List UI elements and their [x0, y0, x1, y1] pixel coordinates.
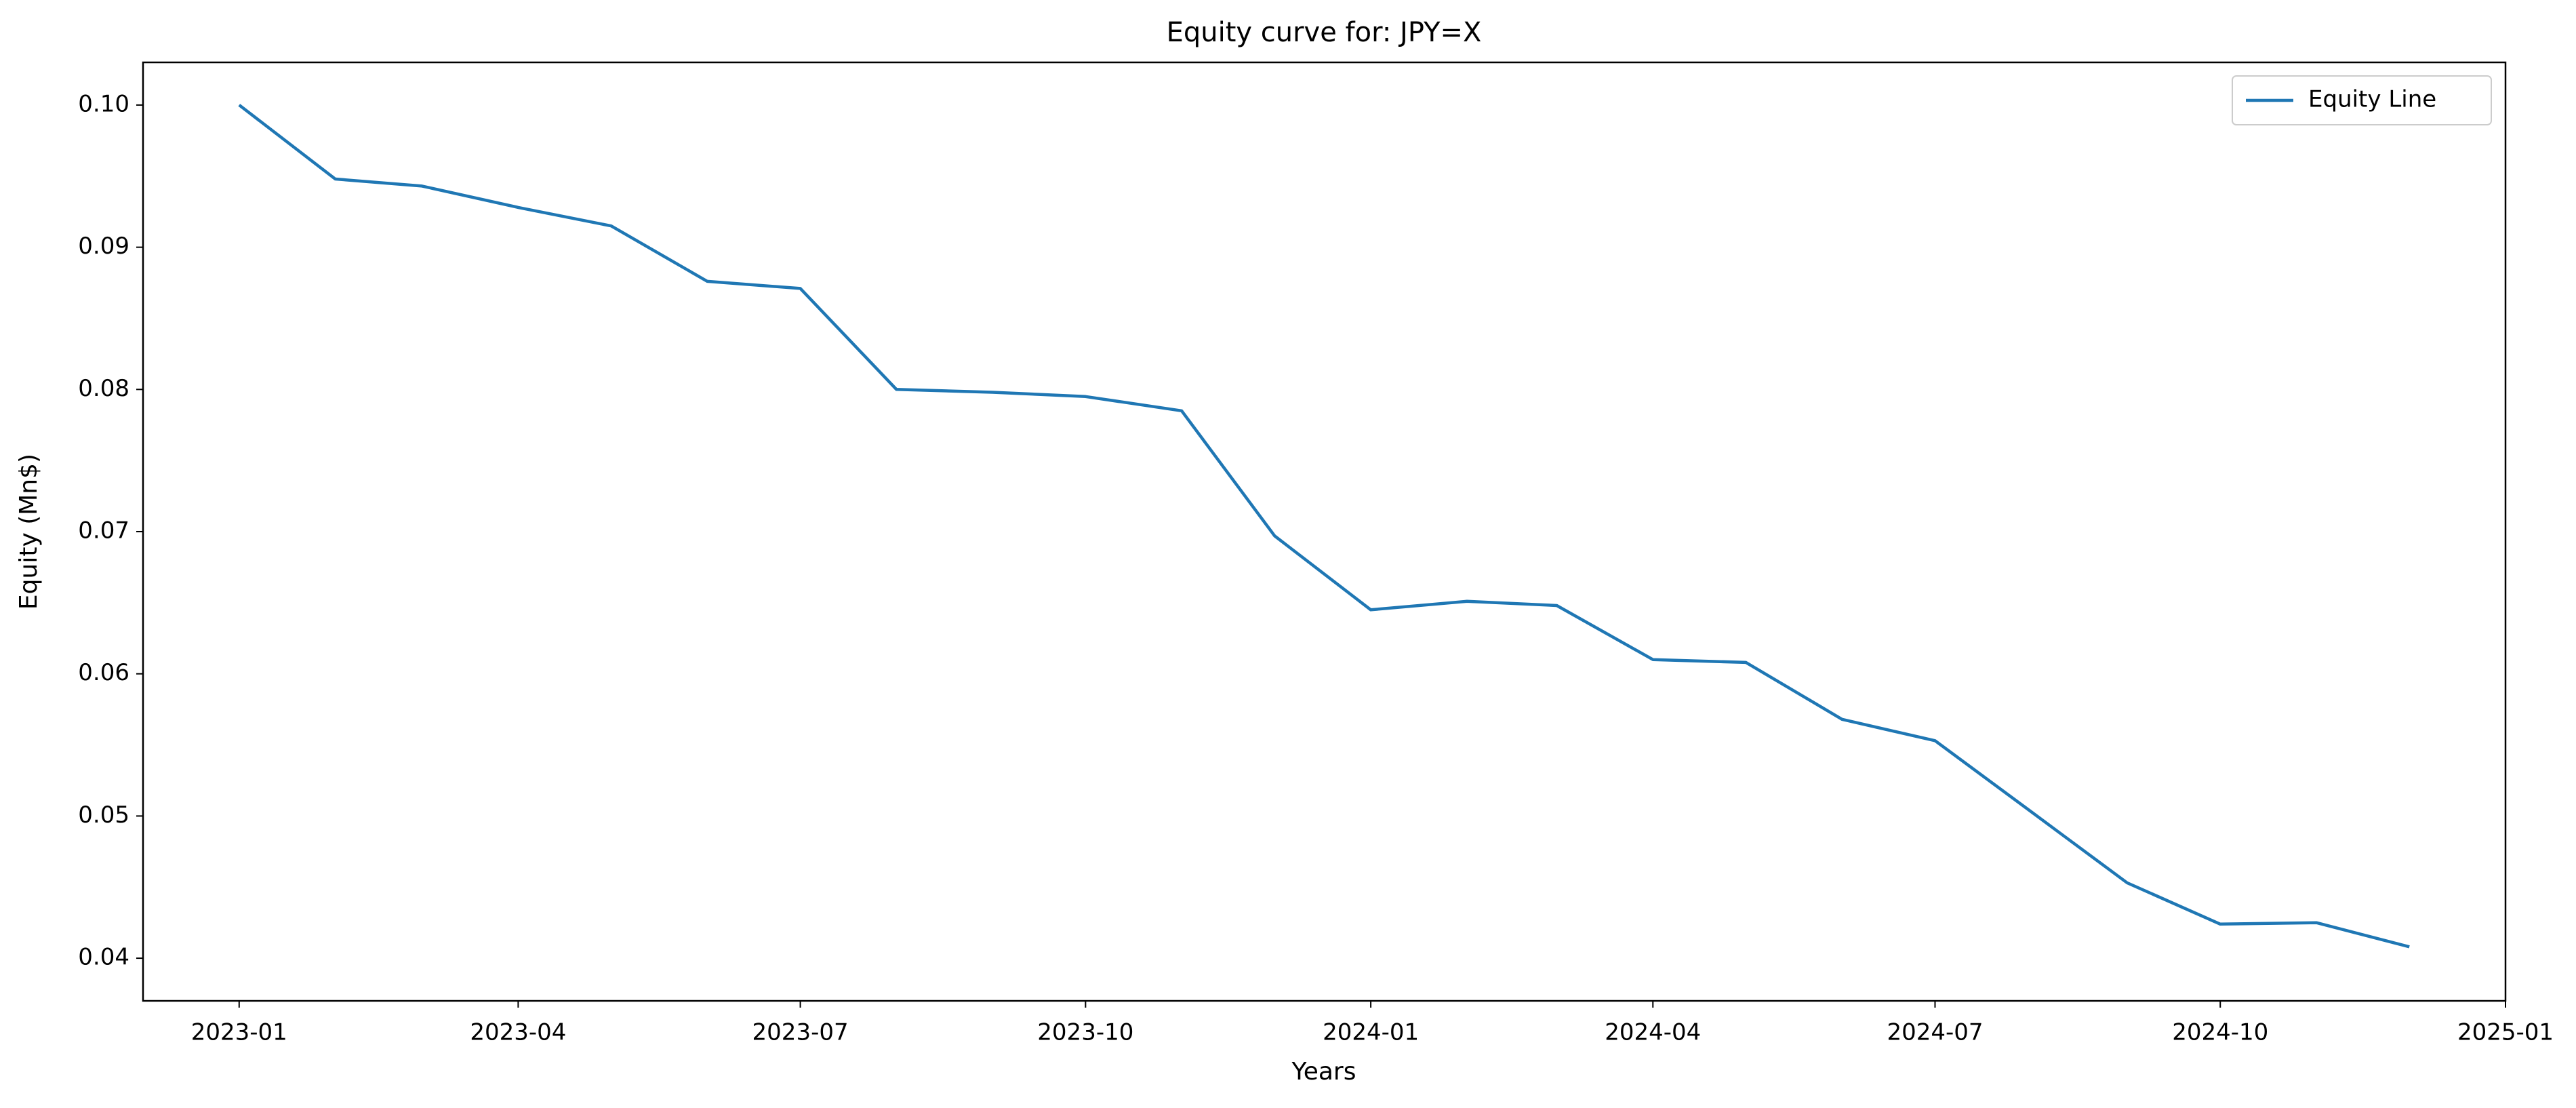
y-tick-label: 0.06	[78, 659, 129, 686]
x-tick-label: 2024-10	[2172, 1019, 2268, 1046]
y-tick-label: 0.07	[78, 517, 129, 545]
y-tick-label: 0.08	[78, 375, 129, 402]
x-tick-label: 2024-04	[1605, 1019, 1701, 1046]
x-tick-label: 2023-04	[470, 1019, 566, 1046]
y-tick-label: 0.04	[78, 944, 129, 971]
x-axis-label: Years	[1291, 1058, 1356, 1086]
legend-box	[2232, 75, 2492, 125]
plot-frame	[142, 61, 2507, 1002]
x-tick-label: 2023-07	[752, 1019, 849, 1046]
y-tick-label: 0.10	[78, 90, 129, 117]
x-tick-label: 2024-01	[1323, 1019, 1419, 1046]
y-tick-label: 0.05	[78, 802, 129, 829]
chart-title: Equity curve for: JPY=X	[1167, 17, 1482, 48]
legend-label: Equity Line	[2308, 86, 2436, 113]
x-tick-label: 2025-01	[2457, 1019, 2554, 1046]
y-tick-label: 0.09	[78, 233, 129, 260]
x-tick-label: 2023-01	[191, 1019, 287, 1046]
equity-line	[238, 104, 2410, 949]
x-tick-label: 2023-10	[1037, 1019, 1133, 1046]
y-axis-label: Equity (Mn$)	[15, 454, 43, 610]
x-tick-label: 2024-07	[1887, 1019, 1983, 1046]
